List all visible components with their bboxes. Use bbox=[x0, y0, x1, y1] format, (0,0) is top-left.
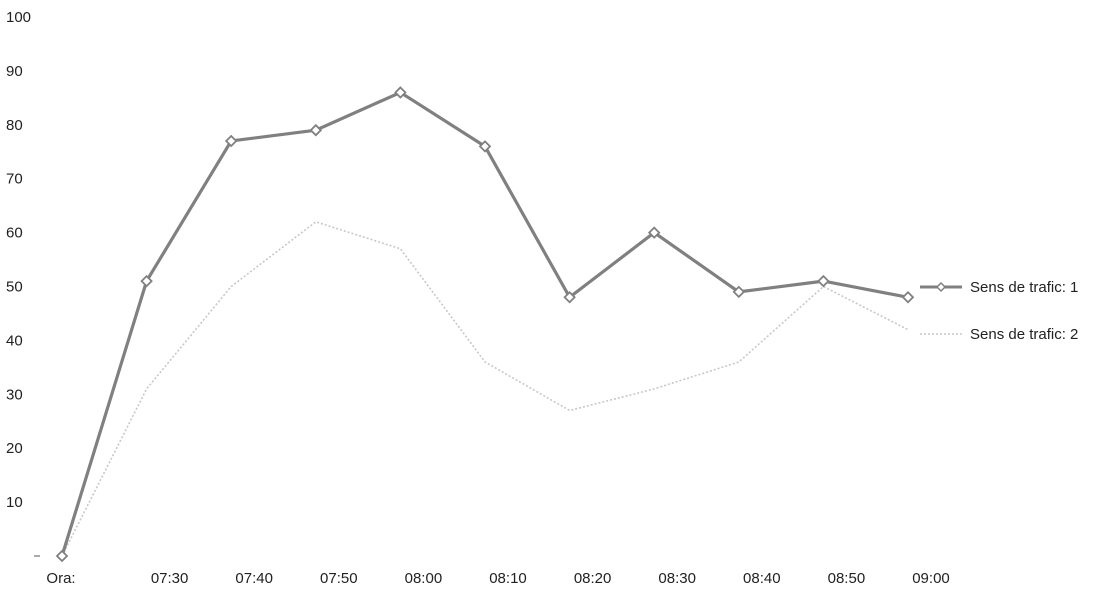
x-tick-label: Ora: bbox=[46, 570, 75, 587]
series-line bbox=[60, 90, 909, 557]
y-tick-label: 40 bbox=[6, 332, 23, 349]
x-axis-tick-labels: Ora: 07:30 07:40 07:50 08:00 08:10 08:20 08:30 0… bbox=[46, 570, 949, 587]
x-tick-label: 07:30 bbox=[151, 570, 189, 587]
y-tick-label: 10 bbox=[6, 494, 23, 511]
legend: Sens de trafic: 1 Sens de trafic: 2 bbox=[920, 279, 1078, 343]
x-tick-label: 08:10 bbox=[489, 570, 527, 587]
y-tick-label: 30 bbox=[6, 386, 23, 403]
y-tick-label: 100 bbox=[6, 9, 31, 26]
data-point-marker bbox=[647, 226, 661, 239]
data-point-marker bbox=[309, 123, 323, 137]
legend-marker bbox=[935, 281, 947, 293]
y-tick-label: 90 bbox=[6, 63, 23, 80]
data-point-marker bbox=[224, 134, 238, 148]
legend-label: Sens de trafic: 1 bbox=[970, 279, 1078, 296]
x-tick-label: 08:50 bbox=[828, 570, 866, 587]
data-point-marker bbox=[817, 274, 830, 288]
x-tick-label: 07:50 bbox=[320, 570, 358, 587]
y-tick-label: 70 bbox=[6, 171, 23, 188]
x-tick-label: 07:40 bbox=[235, 570, 273, 587]
data-point-marker bbox=[563, 291, 576, 304]
x-tick-label: 08:40 bbox=[743, 570, 781, 587]
x-tick-label: 09:00 bbox=[912, 570, 950, 587]
x-tick-label: 08:30 bbox=[658, 570, 696, 587]
data-point-marker bbox=[394, 86, 407, 99]
data-point-marker bbox=[478, 140, 492, 153]
data-point-marker bbox=[140, 274, 153, 288]
x-tick-label: 08:00 bbox=[405, 570, 443, 587]
data-point-marker bbox=[55, 549, 69, 563]
legend-label: Sens de trafic: 2 bbox=[970, 326, 1078, 343]
data-point-marker bbox=[901, 291, 915, 304]
x-tick-label: 08:20 bbox=[574, 570, 612, 587]
y-tick-label: 50 bbox=[6, 279, 23, 296]
series-lines bbox=[55, 86, 915, 563]
y-tick-label: 20 bbox=[6, 440, 23, 457]
series-line bbox=[61, 221, 909, 557]
y-tick-label: 80 bbox=[6, 117, 23, 134]
y-tick-label: 60 bbox=[6, 225, 23, 242]
y-axis-tick-labels: 10 20 30 40 50 60 70 80 90 100 bbox=[6, 9, 40, 557]
data-point-marker bbox=[732, 285, 746, 299]
